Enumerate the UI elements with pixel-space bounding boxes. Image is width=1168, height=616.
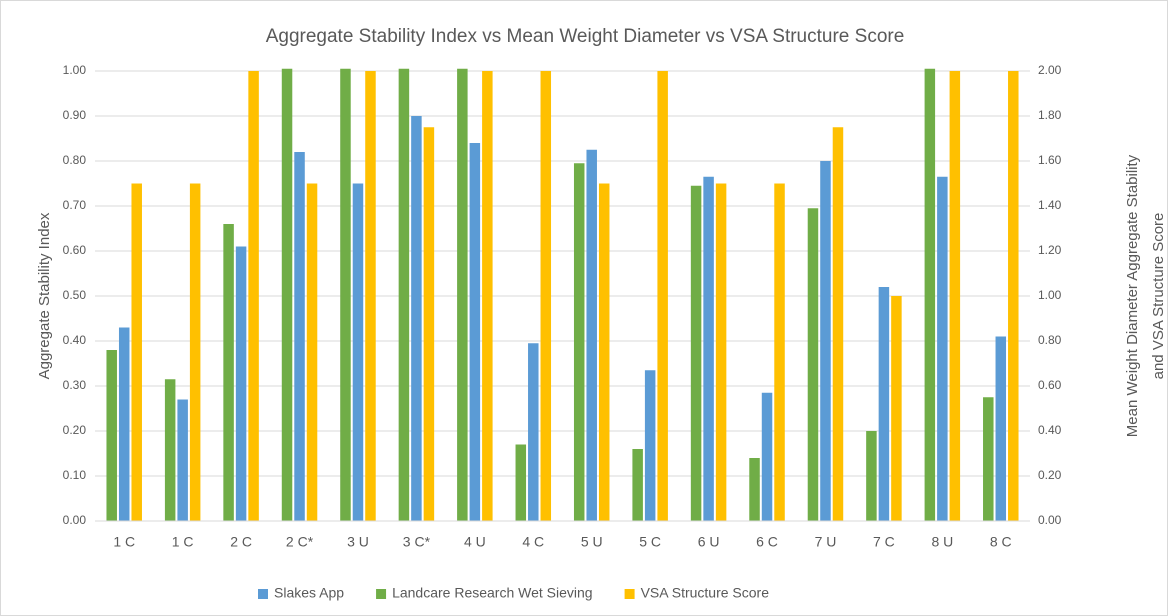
- y2-tick-label: 2.00: [1038, 63, 1062, 77]
- bar: [528, 343, 539, 521]
- bar: [164, 379, 176, 521]
- chart-title: Aggregate Stability Index vs Mean Weight…: [266, 26, 905, 47]
- bar: [457, 68, 468, 521]
- legend-swatch: [258, 589, 268, 599]
- bar: [223, 224, 234, 521]
- bar: [866, 431, 877, 521]
- x-tick-label: 6 U: [698, 534, 720, 550]
- x-tick-label: 2 C: [230, 534, 252, 550]
- x-tick-label: 7 C: [873, 534, 895, 550]
- bar: [469, 143, 481, 521]
- bar: [937, 176, 948, 521]
- y2-tick-label: 1.60: [1038, 153, 1062, 167]
- bar: [118, 327, 130, 521]
- legend-label: VSA Structure Score: [641, 585, 770, 601]
- bar: [657, 71, 668, 521]
- x-tick-label: 1 C: [113, 534, 135, 550]
- bar: [573, 163, 585, 521]
- y-tick-label: 0.60: [63, 243, 87, 257]
- bar: [690, 185, 702, 521]
- y2-tick-label: 0.20: [1038, 468, 1062, 482]
- y-tick-label: 0.40: [63, 333, 87, 347]
- y2-tick-label: 0.80: [1038, 333, 1062, 347]
- y2-tick-label: 0.60: [1038, 378, 1062, 392]
- bar: [235, 246, 247, 521]
- y-tick-label: 0.30: [63, 378, 87, 392]
- bar: [644, 370, 656, 521]
- y2-axis-title: and VSA Structure Score: [1150, 213, 1167, 380]
- legend-label: Landcare Research Wet Sieving: [392, 585, 593, 601]
- y2-axis-title: Mean Weight Diameter Aggregate Stability: [1124, 154, 1141, 437]
- bar: [352, 183, 364, 521]
- bar: [423, 127, 435, 521]
- bar: [540, 71, 552, 521]
- bar: [281, 68, 293, 521]
- y-tick-label: 0.00: [63, 513, 87, 527]
- x-tick-label: 4 C: [522, 534, 544, 550]
- bar: [306, 183, 318, 521]
- bar: [1008, 71, 1019, 521]
- bar: [515, 444, 527, 521]
- bar: [189, 183, 201, 521]
- x-tick-label: 2 C*: [286, 534, 314, 550]
- y2-tick-label: 1.80: [1038, 108, 1062, 122]
- x-tick-label: 3 U: [347, 534, 369, 550]
- y-tick-label: 0.80: [63, 153, 87, 167]
- bar: [131, 183, 142, 521]
- x-tick-label: 6 C: [756, 534, 778, 550]
- x-tick-label: 7 U: [815, 534, 837, 550]
- bar: [294, 152, 305, 521]
- bar: [411, 116, 422, 521]
- x-tick-label: 5 U: [581, 534, 603, 550]
- y-axis-title: Aggregate Stability Index: [36, 212, 53, 379]
- bar: [983, 397, 994, 521]
- bar: [891, 296, 902, 521]
- bar: [995, 336, 1007, 521]
- y-tick-label: 0.10: [63, 468, 87, 482]
- y-tick-label: 0.20: [63, 423, 87, 437]
- x-tick-label: 8 U: [931, 534, 953, 550]
- x-tick-label: 1 C: [172, 534, 194, 550]
- bar: [715, 183, 727, 521]
- bar: [924, 68, 936, 521]
- y2-tick-label: 1.00: [1038, 288, 1062, 302]
- legend-swatch: [376, 589, 387, 599]
- bar: [632, 449, 643, 521]
- y-tick-label: 0.70: [63, 198, 87, 212]
- x-tick-label: 8 C: [990, 534, 1012, 550]
- bar: [106, 350, 117, 521]
- bar: [878, 287, 890, 521]
- y-tick-label: 0.90: [63, 108, 87, 122]
- bar: [586, 149, 597, 521]
- bar: [340, 68, 351, 521]
- y-tick-label: 0.50: [63, 288, 87, 302]
- y2-tick-label: 1.20: [1038, 243, 1062, 257]
- bar: [598, 183, 610, 521]
- bar: [398, 68, 410, 521]
- legend-swatch: [624, 589, 635, 599]
- bar: [949, 71, 961, 521]
- bar: [703, 176, 714, 521]
- y-tick-label: 1.00: [63, 63, 87, 77]
- bar: [482, 71, 493, 521]
- legend-label: Slakes App: [274, 585, 344, 601]
- bar: [365, 71, 376, 521]
- y2-tick-label: 1.40: [1038, 198, 1062, 212]
- bar: [749, 458, 760, 521]
- x-tick-label: 5 C: [639, 534, 661, 550]
- bar: [761, 392, 773, 521]
- bar: [177, 399, 188, 521]
- bar: [820, 161, 831, 521]
- x-tick-label: 3 C*: [403, 534, 431, 550]
- bar: [807, 208, 819, 521]
- x-tick-label: 4 U: [464, 534, 486, 550]
- bar: [832, 127, 844, 521]
- bar: [248, 71, 259, 521]
- y2-tick-label: 0.00: [1038, 513, 1062, 527]
- bar: [774, 183, 785, 521]
- y2-tick-label: 0.40: [1038, 423, 1062, 437]
